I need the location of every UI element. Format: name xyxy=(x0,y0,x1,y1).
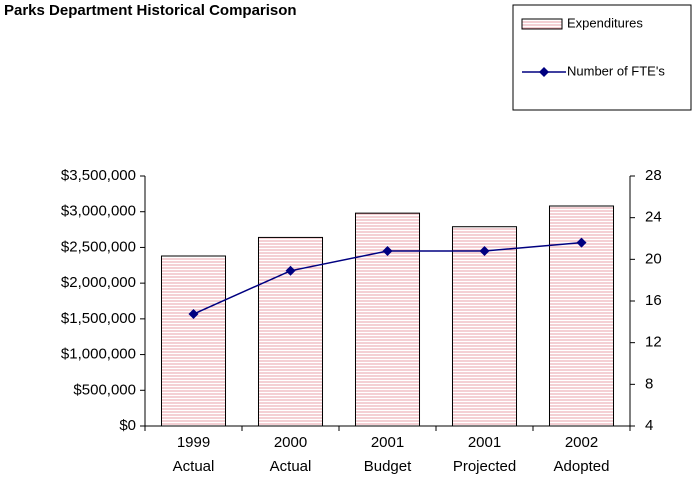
legend-label: Number of FTE's xyxy=(567,63,665,78)
y-tick-label: $2,000,000 xyxy=(61,274,136,291)
x-tick-label: Adopted xyxy=(554,458,610,475)
legend-marker xyxy=(539,67,549,77)
chart-title: Parks Department Historical Comparison xyxy=(4,2,297,19)
x-tick-label: 2001 xyxy=(468,434,501,451)
y-tick-label: $500,000 xyxy=(73,381,136,398)
x-tick-label: 1999 xyxy=(177,434,210,451)
legend-swatch xyxy=(521,18,563,30)
y2-tick-label: 12 xyxy=(645,334,662,351)
line-marker xyxy=(576,237,587,248)
bar xyxy=(354,212,421,427)
y-tick-label: $3,000,000 xyxy=(61,203,136,220)
x-tick-label: Projected xyxy=(453,458,516,475)
y2-tick-label: 28 xyxy=(645,167,662,184)
x-tick-label: 2002 xyxy=(565,434,598,451)
legend-label: Expenditures xyxy=(567,15,643,30)
y-tick-label: $2,500,000 xyxy=(61,238,136,255)
y2-tick-label: 16 xyxy=(645,292,662,309)
y-tick-label: $3,500,000 xyxy=(61,167,136,184)
bar xyxy=(451,226,518,427)
y2-tick-label: 8 xyxy=(645,375,653,392)
y2-tick-label: 4 xyxy=(645,417,653,434)
x-tick-label: Actual xyxy=(270,458,312,475)
x-tick-label: 2000 xyxy=(274,434,307,451)
line-marker xyxy=(285,265,296,276)
y-tick-label: $0 xyxy=(119,417,136,434)
bar xyxy=(160,255,227,427)
x-tick-label: Actual xyxy=(173,458,215,475)
line-marker xyxy=(382,246,393,256)
y-tick-label: $1,500,000 xyxy=(61,310,136,327)
x-tick-label: 2001 xyxy=(371,434,404,451)
y2-tick-label: 20 xyxy=(645,250,662,267)
y2-tick-label: 24 xyxy=(645,209,662,226)
y-tick-label: $1,000,000 xyxy=(61,346,136,363)
line-marker xyxy=(188,309,199,320)
x-tick-label: Budget xyxy=(364,458,412,475)
line-marker xyxy=(479,246,490,256)
